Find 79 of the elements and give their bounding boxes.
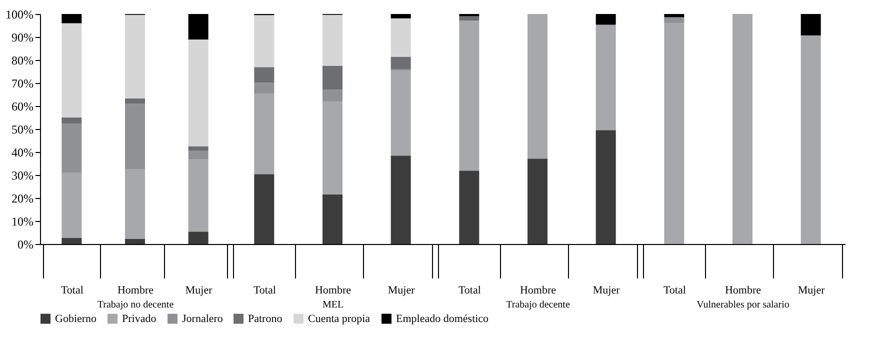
bar <box>188 150 208 160</box>
x-tick-label: Mujer <box>592 284 620 296</box>
x-axis-title: Vulnerables por salario <box>696 300 790 310</box>
bar <box>322 14 342 66</box>
y-tick-label: 30% <box>12 168 34 182</box>
legend-label: Privado <box>122 312 157 325</box>
y-tick-label: 100% <box>6 8 34 22</box>
bar <box>596 14 616 25</box>
bar <box>62 14 82 24</box>
x-tick-label: Hombre <box>520 284 556 296</box>
y-tick-label: 90% <box>12 30 34 44</box>
x-axis-title: Trabajo decente <box>506 300 570 310</box>
x-tick-label: Hombre <box>117 284 154 296</box>
x-tick-label: Total <box>60 284 84 296</box>
y-tick-label: 50% <box>12 122 34 136</box>
bar <box>62 172 82 238</box>
bar <box>254 15 274 68</box>
legend-label: Empleado doméstico <box>396 312 490 325</box>
bar <box>390 56 411 69</box>
bar <box>254 67 274 83</box>
x-axis-title: MEL <box>322 300 344 310</box>
bar <box>125 169 145 239</box>
bar <box>390 14 411 18</box>
x-tick-label: Total <box>458 284 481 296</box>
bar <box>322 194 342 244</box>
x-tick-label: Total <box>253 284 276 296</box>
bar <box>732 14 752 244</box>
bar <box>188 159 208 232</box>
bar <box>459 170 480 244</box>
bar <box>322 66 342 90</box>
x-tick-label: Hombre <box>724 284 762 296</box>
bar <box>188 40 208 146</box>
bar <box>459 16 480 21</box>
bar <box>188 146 208 151</box>
bar <box>62 124 82 173</box>
bar <box>390 18 411 57</box>
y-tick-label: 0% <box>18 238 34 252</box>
bar <box>800 36 821 244</box>
x-axis-title: Trabajo no decente <box>97 300 174 310</box>
bar <box>254 94 274 174</box>
y-tick-label: 10% <box>12 214 34 228</box>
x-tick-label: Mujer <box>798 284 826 296</box>
legend-label: Patrono <box>248 312 283 325</box>
bar <box>596 24 616 130</box>
x-tick-label: Mujer <box>185 284 213 296</box>
bar <box>62 238 82 244</box>
bar <box>125 98 145 104</box>
y-tick-label: 70% <box>12 76 34 90</box>
legend-label: Gobierno <box>55 312 98 325</box>
bar <box>390 156 411 244</box>
bar <box>528 14 548 159</box>
y-tick-label: 40% <box>12 146 34 160</box>
bar <box>125 14 145 98</box>
bar <box>459 20 480 171</box>
bar <box>322 102 342 194</box>
bar <box>528 158 548 244</box>
y-tick-label: 60% <box>12 100 34 114</box>
bar <box>188 232 208 244</box>
legend-label: Cuenta propia <box>308 312 370 325</box>
y-tick-label: 20% <box>12 192 34 206</box>
bar <box>125 238 145 244</box>
bar <box>125 103 145 170</box>
bar <box>664 14 684 18</box>
bar <box>62 118 82 124</box>
x-tick-label: Hombre <box>314 284 352 296</box>
legend-label: Jornalero <box>182 312 224 325</box>
x-tick-label: Total <box>663 284 686 296</box>
bar <box>664 17 684 24</box>
bar <box>254 82 274 94</box>
y-tick-label: 80% <box>12 54 34 68</box>
bar <box>390 70 411 156</box>
bar <box>664 23 684 244</box>
bar <box>800 14 821 36</box>
bar <box>254 174 274 244</box>
bar <box>596 130 616 244</box>
bar <box>62 23 82 118</box>
bar <box>188 14 208 40</box>
x-tick-label: Mujer <box>388 284 416 296</box>
bar <box>322 90 342 102</box>
